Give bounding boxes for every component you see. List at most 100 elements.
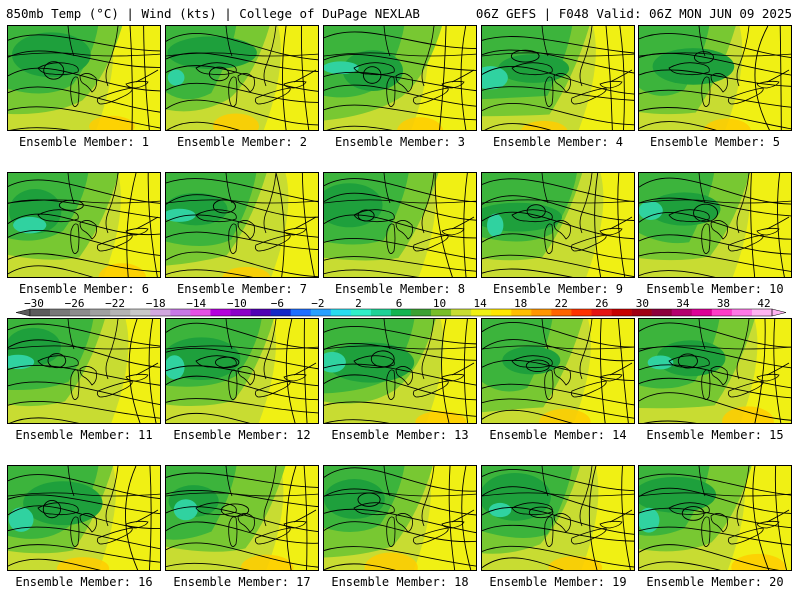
height-contour bbox=[166, 194, 318, 218]
height-contour bbox=[8, 364, 160, 386]
colorbar-tick-label: 22 bbox=[555, 297, 568, 310]
geography-outline bbox=[105, 319, 119, 380]
geography-outline bbox=[228, 223, 238, 254]
geography-outline bbox=[451, 362, 475, 376]
height-contour bbox=[166, 506, 318, 532]
height-contour bbox=[482, 339, 634, 362]
geography-outline bbox=[225, 466, 233, 497]
geography-outline bbox=[228, 76, 238, 107]
coldest-pocket bbox=[8, 507, 34, 532]
height-contour bbox=[750, 173, 756, 277]
geography-outline bbox=[609, 69, 633, 83]
height-contour bbox=[439, 26, 447, 130]
cold-core bbox=[498, 54, 570, 83]
colorbar-swatch bbox=[691, 309, 713, 316]
colorbar-tick-label: −10 bbox=[227, 297, 247, 310]
coldest-pocket bbox=[13, 216, 47, 234]
geography-outline bbox=[541, 319, 549, 350]
geography-outline bbox=[37, 209, 79, 223]
colorbar-svg: −30 −26 −22 −18 −14 −10 −6 −2 2 6 10 14 18 22 26 30 34 38… bbox=[15, 297, 787, 317]
geography-outline bbox=[166, 199, 318, 204]
closed-contour bbox=[212, 199, 236, 214]
ensemble-member-label: Ensemble Member: 10 bbox=[646, 282, 784, 296]
height-contour bbox=[639, 270, 716, 277]
colorbar-swatch bbox=[431, 309, 452, 316]
geography-outline bbox=[710, 366, 728, 386]
colorbar-swatch bbox=[591, 309, 612, 316]
geography-outline bbox=[451, 69, 475, 83]
height-contour bbox=[639, 32, 791, 59]
temperature-map bbox=[324, 319, 476, 423]
colorbar-swatch bbox=[270, 309, 292, 316]
coldest-pocket bbox=[488, 502, 512, 518]
colorbar-right-arrow bbox=[771, 308, 787, 317]
closed-contour bbox=[47, 353, 67, 369]
height-contour bbox=[8, 199, 160, 219]
geography-outline bbox=[727, 87, 764, 105]
ensemble-member-panel bbox=[165, 465, 319, 571]
geography-outline bbox=[67, 26, 75, 57]
colorbar-swatch bbox=[210, 309, 231, 316]
ensemble-member-label: Ensemble Member: 7 bbox=[176, 282, 308, 296]
hot-region bbox=[222, 266, 271, 277]
geography-outline bbox=[195, 502, 237, 516]
geography-outline bbox=[511, 62, 553, 76]
coldest-pocket bbox=[639, 201, 663, 220]
height-contour bbox=[621, 466, 631, 570]
geography-outline bbox=[195, 209, 237, 223]
ensemble-member-panel bbox=[165, 25, 319, 131]
geography-outline bbox=[228, 516, 238, 547]
cold-core bbox=[324, 479, 385, 519]
colorbar-swatch bbox=[150, 309, 171, 316]
colorbar-swatch bbox=[731, 309, 753, 316]
height-contour bbox=[166, 365, 318, 387]
height-contour bbox=[639, 69, 791, 87]
height-contour bbox=[166, 121, 240, 130]
geography-outline bbox=[482, 492, 634, 497]
height-contour bbox=[482, 322, 634, 348]
warm-region bbox=[725, 26, 791, 130]
height-contour bbox=[8, 253, 160, 273]
temperature-map bbox=[166, 26, 318, 130]
height-contour bbox=[461, 466, 472, 570]
ensemble-member-panel bbox=[638, 25, 792, 131]
height-contour bbox=[148, 319, 157, 423]
colorbar-swatch bbox=[491, 309, 512, 316]
hot-region bbox=[722, 406, 774, 423]
colorbar-tick-label: −2 bbox=[311, 297, 324, 310]
warm-region bbox=[103, 173, 160, 277]
geography-outline bbox=[70, 223, 80, 254]
hot-region bbox=[731, 553, 786, 570]
ensemble-member-label: Ensemble Member: 11 bbox=[15, 428, 153, 442]
height-contour bbox=[639, 89, 791, 108]
temperature-map bbox=[639, 26, 791, 130]
temperature-map bbox=[8, 26, 160, 130]
geography-outline bbox=[736, 173, 750, 234]
height-contour bbox=[166, 65, 318, 92]
height-contour bbox=[8, 494, 160, 515]
colorbar-outline bbox=[29, 308, 773, 317]
geography-outline bbox=[421, 466, 435, 527]
geography-outline bbox=[609, 509, 633, 523]
height-contour bbox=[8, 381, 160, 405]
hot-region bbox=[240, 554, 294, 570]
valid-time: 06Z GEFS | F048 Valid: 06Z MON JUN 09 20… bbox=[475, 6, 792, 21]
height-contour bbox=[482, 486, 634, 515]
geography-outline bbox=[412, 380, 449, 398]
closed-contour bbox=[693, 51, 714, 64]
height-contour bbox=[441, 319, 450, 423]
coldest-pocket bbox=[324, 351, 346, 373]
height-contour bbox=[166, 52, 318, 72]
warm-region bbox=[98, 466, 160, 570]
height-contour bbox=[482, 383, 634, 406]
height-contour bbox=[324, 467, 476, 492]
ensemble-member-label: Ensemble Member: 13 bbox=[331, 428, 469, 442]
geography-outline bbox=[395, 220, 413, 240]
colorbar-swatch bbox=[711, 309, 733, 316]
height-contour bbox=[754, 26, 770, 130]
geography-outline bbox=[79, 73, 97, 93]
hot-region bbox=[89, 115, 135, 130]
geography-outline bbox=[544, 223, 554, 254]
height-contour bbox=[482, 524, 634, 542]
colorbar-swatch bbox=[30, 309, 51, 316]
